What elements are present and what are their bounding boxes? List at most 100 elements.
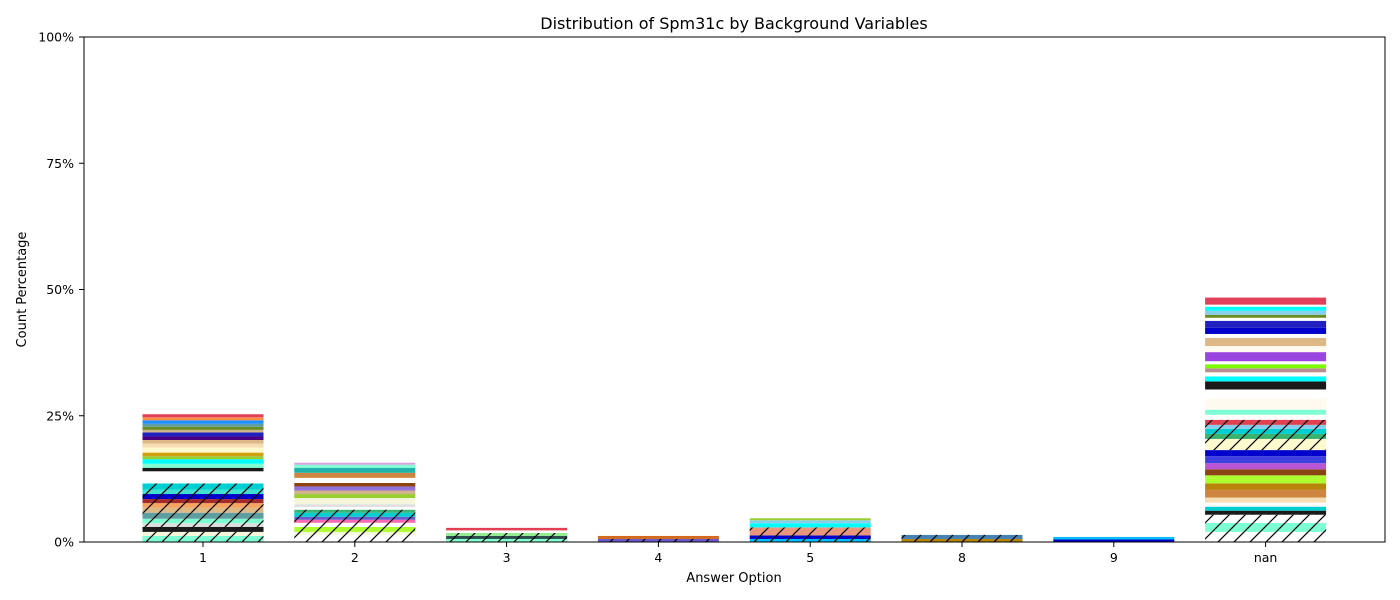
bar-segment: [142, 447, 264, 453]
bar-stack-4: [597, 535, 719, 542]
bar-segment-hatch: [142, 535, 264, 542]
bar-segment: [294, 494, 416, 499]
bar-segment: [1205, 456, 1327, 464]
bar-stack-1: [142, 414, 264, 542]
bar-segment: [749, 520, 871, 524]
x-tick-label: 1: [199, 550, 207, 565]
bar-segment-hatch: [1205, 424, 1327, 429]
bar-segment: [1205, 497, 1327, 503]
bar-segment: [142, 463, 264, 468]
bar-segment: [1205, 317, 1327, 321]
bar-segment: [1205, 483, 1327, 490]
y-tick-label: 50%: [46, 282, 74, 297]
x-tick-label: 8: [958, 550, 966, 565]
bar-segment: [294, 490, 416, 495]
bar-segment: [446, 527, 568, 531]
y-axis-ticks: 0% 25% 50% 75% 100%: [38, 30, 84, 550]
bar-segment: [1205, 450, 1327, 457]
y-axis-label: Count Percentage: [15, 232, 30, 348]
plot-frame: [83, 36, 1386, 543]
bar-segment: [142, 417, 264, 421]
bar-segment: [294, 486, 416, 491]
bar-segment: [142, 423, 264, 427]
bar-segment: [142, 432, 264, 437]
bar-segment: [294, 498, 416, 505]
x-axis-ticks: 1 2 3 4 5 8 9 nan: [199, 542, 1277, 565]
bar-segment: [1205, 327, 1327, 334]
bar-segment-hatch: [142, 483, 264, 490]
bar-segment: [294, 482, 416, 487]
bar-segment: [1053, 539, 1175, 542]
y-tick-label: 100%: [38, 30, 74, 45]
bar-segment: [142, 456, 264, 460]
y-tick-label: 75%: [46, 156, 74, 171]
bar-stack-5: [749, 518, 871, 542]
bar-segment: [749, 518, 871, 521]
bar-segment: [1205, 361, 1327, 365]
bar-segment-hatch: [142, 499, 264, 504]
bar-segment-hatch: [142, 494, 264, 500]
bar-segment-hatch: [142, 512, 264, 519]
bar-segment-hatch: [1205, 522, 1327, 532]
bar-segment-hatch: [1205, 514, 1327, 523]
bar-segment-hatch: [294, 509, 416, 513]
bar-segment-hatch: [1205, 433, 1327, 439]
bar-segment: [294, 472, 416, 478]
bar-segment-hatch: [142, 523, 264, 527]
bar-segment: [142, 429, 264, 433]
bar-segment: [294, 464, 416, 468]
bar-segment-hatch: [1205, 419, 1327, 425]
bar-segment: [1205, 489, 1327, 498]
y-tick-label: 25%: [46, 408, 74, 423]
bar-segment: [597, 535, 719, 539]
bar-segment-hatch: [294, 526, 416, 532]
bar-segment-hatch: [142, 507, 264, 513]
bar-segment-hatch: [294, 516, 416, 520]
bar-segment: [294, 504, 416, 508]
bar-stack-nan: [1205, 297, 1327, 542]
bar-segment: [294, 462, 416, 465]
bar-segment-hatch: [142, 531, 264, 536]
bar-segment: [1205, 475, 1327, 484]
bar-segment: [1205, 306, 1327, 311]
chart-title: Distribution of Spm31c by Background Var…: [540, 14, 927, 33]
bar-segment-hatch: [446, 538, 568, 542]
y-tick-label: 0%: [54, 535, 74, 550]
bar-segment-hatch: [294, 531, 416, 535]
bar-stack-9: [1053, 536, 1175, 542]
bar-segment: [1205, 364, 1327, 369]
bar-segment: [446, 530, 568, 533]
bar-segment: [1205, 376, 1327, 382]
bar-segment-hatch: [294, 512, 416, 517]
bar-segment: [142, 439, 264, 444]
bar-segment-hatch: [142, 489, 264, 495]
bar-segment-hatch: [294, 522, 416, 527]
bar-segment-hatch: [446, 532, 568, 536]
bar-segment: [1205, 372, 1327, 377]
bar-segment: [1205, 310, 1327, 315]
bar-segment: [1205, 389, 1327, 399]
bar-segment-hatch: [1205, 438, 1327, 451]
bar-segment: [1205, 297, 1327, 305]
bar-segment-hatch: [294, 534, 416, 542]
bar-segment: [142, 452, 264, 457]
bars-layer: [142, 297, 1327, 542]
x-tick-label: 4: [654, 550, 662, 565]
bar-segment: [294, 467, 416, 473]
x-tick-label: 5: [806, 550, 814, 565]
bar-segment-hatch: [901, 538, 1023, 542]
bar-segment: [1205, 414, 1327, 420]
bar-segment: [1205, 304, 1327, 307]
bar-stack-8: [901, 534, 1023, 542]
bar-segment: [1205, 320, 1327, 328]
bar-segment: [142, 459, 264, 464]
bar-segment: [142, 414, 264, 418]
bar-segment: [1205, 314, 1327, 318]
bar-segment: [1205, 506, 1327, 511]
bar-stack-3: [446, 527, 568, 542]
bar-segment: [294, 477, 416, 483]
bar-segment: [142, 471, 264, 484]
bar-segment: [1205, 337, 1327, 347]
x-axis-label: Answer Option: [686, 571, 781, 586]
bar-segment: [1205, 381, 1327, 390]
